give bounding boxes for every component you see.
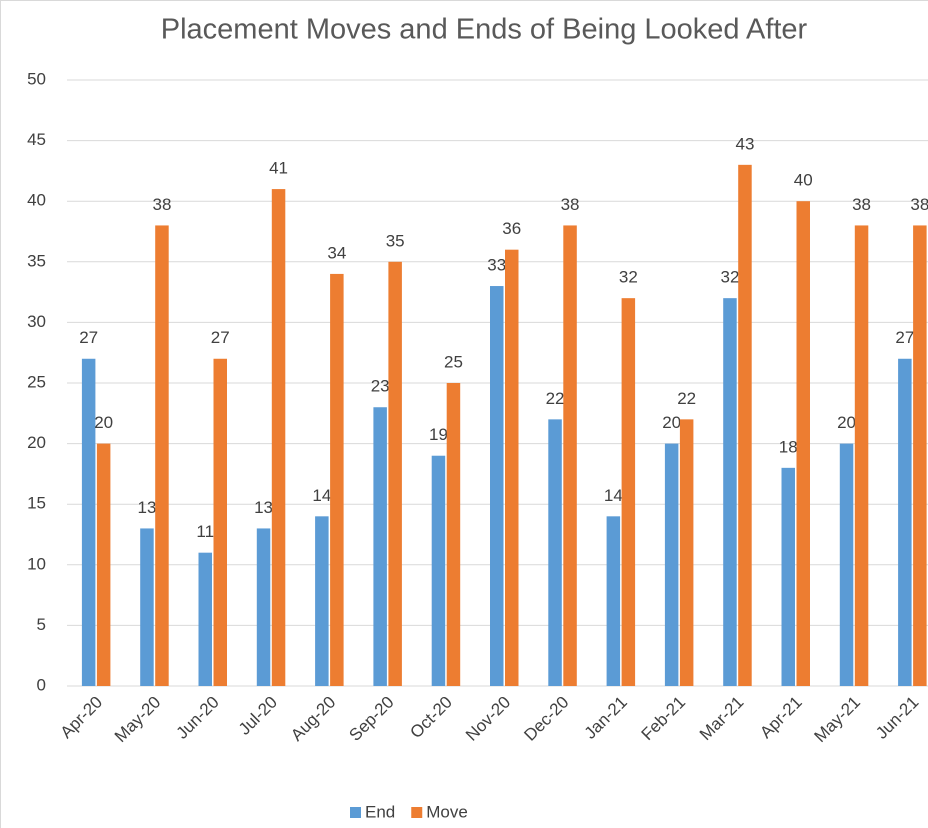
bar <box>96 443 111 686</box>
data-label: 27 <box>79 328 98 347</box>
x-tick-label: Jun-20 <box>173 693 223 743</box>
bar <box>664 443 679 686</box>
bar <box>256 528 271 686</box>
bar <box>913 225 927 686</box>
data-label: 38 <box>152 195 171 214</box>
y-tick-label: 25 <box>27 372 46 391</box>
legend-swatch <box>350 807 361 818</box>
x-tick-label: Apr-20 <box>57 693 107 743</box>
x-tick-label: Sep-20 <box>345 693 397 745</box>
bar <box>431 455 446 686</box>
data-label: 27 <box>895 328 914 347</box>
bar <box>330 273 344 686</box>
data-label: 27 <box>211 328 230 347</box>
y-tick-label: 45 <box>27 130 46 149</box>
bar <box>198 552 212 686</box>
legend-swatch <box>411 807 423 818</box>
bar <box>796 201 810 686</box>
data-label: 18 <box>779 437 798 456</box>
bar <box>490 286 504 686</box>
bar <box>548 419 562 686</box>
data-label: 36 <box>502 219 521 238</box>
data-label: 35 <box>386 231 405 250</box>
x-tick-label: Aug-20 <box>287 693 339 745</box>
data-label: 33 <box>487 256 506 275</box>
x-tick-label: Jul-20 <box>235 693 281 739</box>
bar <box>81 358 96 686</box>
bar <box>606 516 621 686</box>
chart-title: Placement Moves and Ends of Being Looked… <box>161 14 808 46</box>
data-label: 20 <box>837 413 856 432</box>
data-label: 22 <box>677 389 696 408</box>
x-tick-label: Jan-21 <box>581 693 631 743</box>
data-label: 43 <box>735 134 754 153</box>
x-tick-label: May-20 <box>111 693 165 747</box>
legend-label: End <box>365 802 395 821</box>
bar <box>140 528 154 686</box>
data-label: 14 <box>312 486 331 505</box>
y-tick-label: 30 <box>27 312 46 331</box>
y-tick-label: 20 <box>27 433 46 452</box>
data-label: 38 <box>910 195 928 214</box>
y-tick-label: 15 <box>27 494 46 513</box>
bar <box>271 189 286 686</box>
data-label: 34 <box>327 243 346 262</box>
y-tick-label: 10 <box>27 554 46 573</box>
y-tick-label: 0 <box>37 675 46 694</box>
data-label: 38 <box>852 195 871 214</box>
bar <box>839 443 854 686</box>
x-tick-label: Jun-21 <box>872 693 922 743</box>
data-label: 13 <box>254 498 273 517</box>
legend-label: Move <box>426 802 468 821</box>
x-tick-label: May-21 <box>811 693 865 747</box>
data-label: 41 <box>269 159 288 178</box>
bar <box>373 407 387 686</box>
data-label: 32 <box>720 268 739 287</box>
bar <box>213 358 227 686</box>
bar <box>155 225 169 686</box>
data-label: 19 <box>429 425 448 444</box>
data-label: 40 <box>794 171 813 190</box>
y-tick-label: 35 <box>27 251 46 270</box>
y-tick-label: 5 <box>37 615 46 634</box>
bar <box>621 298 636 686</box>
data-label: 22 <box>546 389 565 408</box>
y-tick-label: 40 <box>27 191 46 210</box>
bar <box>388 261 402 686</box>
x-tick-label: Feb-21 <box>638 693 690 745</box>
x-tick-label: Mar-21 <box>696 693 748 745</box>
bar <box>738 164 752 687</box>
x-tick-label: Dec-20 <box>520 693 572 745</box>
x-tick-label: Oct-20 <box>406 693 456 743</box>
data-label: 20 <box>94 413 113 432</box>
bar <box>446 383 461 686</box>
bar <box>723 298 737 686</box>
bar <box>505 249 519 686</box>
data-label: 20 <box>662 413 681 432</box>
bar <box>679 419 694 686</box>
x-tick-label: Nov-20 <box>462 693 514 745</box>
data-label: 38 <box>561 195 580 214</box>
bar <box>563 225 577 686</box>
data-label: 13 <box>137 498 156 517</box>
data-label: 23 <box>371 377 390 396</box>
data-label: 25 <box>444 352 463 371</box>
bar <box>781 467 795 686</box>
bar <box>898 358 912 686</box>
y-tick-label: 50 <box>27 69 46 88</box>
data-label: 32 <box>619 268 638 287</box>
bar <box>854 225 869 686</box>
x-tick-label: Apr-21 <box>756 693 806 743</box>
data-label: 14 <box>604 486 623 505</box>
data-label: 11 <box>196 522 214 541</box>
bar <box>315 516 329 686</box>
